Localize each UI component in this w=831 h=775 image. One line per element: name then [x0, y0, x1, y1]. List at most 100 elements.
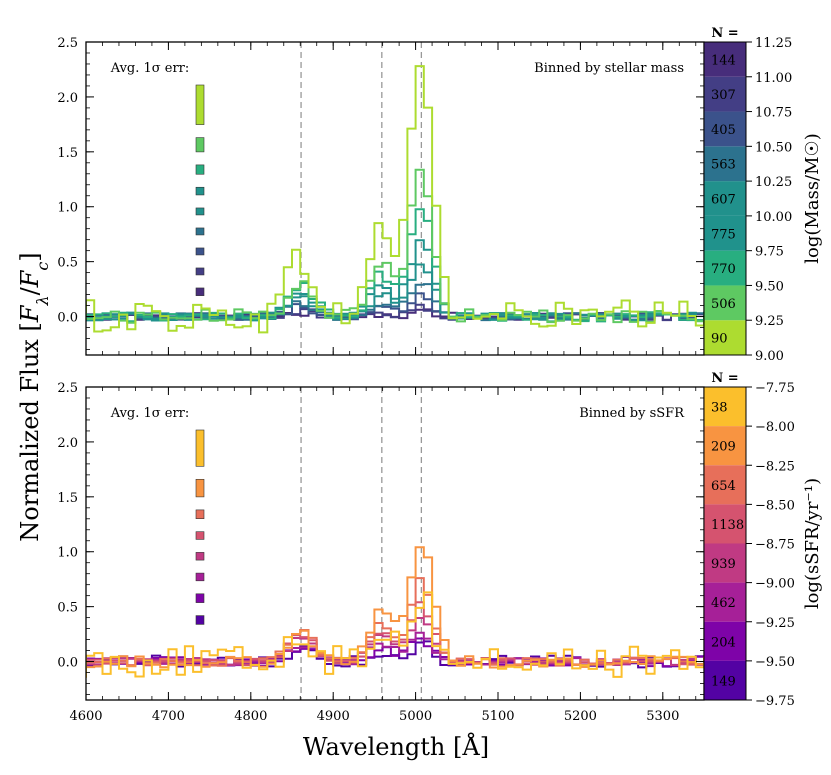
error-bar-506	[195, 137, 205, 153]
colorbar-tick-label: −8.25	[755, 459, 795, 474]
x-axis-label: Wavelength [Å]	[303, 732, 489, 761]
colorbar-count: 149	[711, 674, 736, 689]
colorbar-tick-label: 10.00	[755, 210, 792, 225]
colorbar-count: 204	[711, 635, 736, 650]
y-axis-label: Normalized Flux [Fλ/Fc]	[16, 252, 52, 541]
spectrum-series-90	[86, 65, 704, 334]
colorbar-count: 654	[711, 479, 736, 494]
x-tick-label: 5100	[481, 709, 514, 724]
colorbar-tick-label: −9.25	[755, 616, 795, 631]
colorbar-tick-label: 11.00	[755, 71, 792, 86]
error-bar-90	[195, 84, 205, 125]
error-bar-204	[195, 593, 205, 603]
x-tick-label: 5000	[399, 709, 432, 724]
colorbar-segment-607	[704, 181, 746, 216]
panel-title: Binned by stellar mass	[534, 61, 684, 76]
colorbar-segment-462	[704, 582, 746, 622]
spectra-group	[86, 65, 704, 334]
y-tick-label: 1.5	[57, 146, 78, 161]
spectrum-series-506	[86, 168, 704, 324]
colorbar-count: 144	[711, 53, 736, 68]
colorbar-count: 563	[711, 158, 736, 173]
colorbar-count: 38	[711, 401, 728, 416]
colorbar-segment-209	[704, 426, 746, 466]
colorbar-count: 209	[711, 440, 736, 455]
colorbar-tick-label: −9.50	[755, 655, 795, 670]
colorbar-count: 1138	[711, 518, 744, 533]
y-tick-label: 2.0	[57, 91, 78, 106]
colorbar-segment-1138	[704, 504, 746, 544]
y-tick-label: 2.5	[57, 381, 78, 396]
colorbar-tick-label: 10.50	[755, 140, 792, 155]
colorbar-segment-144	[704, 42, 746, 77]
colorbar-label: log(Mass/M☉)	[802, 133, 823, 263]
y-tick-label: 0.0	[57, 311, 78, 326]
spectra-group	[86, 546, 704, 678]
y-tick-label: 0.5	[57, 601, 78, 616]
error-bar-1138	[195, 531, 205, 540]
colorbar-segment-204	[704, 621, 746, 661]
colorbar-label: log(sSFR/yr⁻¹)	[802, 478, 823, 609]
colorbar-count: 506	[711, 297, 736, 312]
colorbar-tick-label: 11.25	[755, 36, 792, 51]
colorbar-count: 607	[711, 193, 736, 208]
colorbar-segment-770	[704, 250, 746, 286]
error-bar-607	[195, 207, 205, 216]
y-tick-label: 0.0	[57, 656, 78, 671]
panel-ssfr: Avg. 1σ err: Binned by sSFR 0.0 0.5 1.0 1.5 2.…	[57, 371, 823, 724]
x-tick-label: 4600	[69, 709, 102, 724]
colorbar-header: N =	[711, 26, 738, 41]
colorbar-count: 770	[711, 262, 736, 277]
colorbar-count: 90	[711, 332, 728, 347]
y-tick-label: 2.5	[57, 36, 78, 51]
colorbar-tick-label: 9.50	[755, 279, 784, 294]
x-tick-label: 5200	[564, 709, 597, 724]
colorbar-segment-654	[704, 465, 746, 505]
x-tick-label: 4700	[152, 709, 185, 724]
error-bar-209	[195, 478, 205, 498]
error-label: Avg. 1σ err:	[110, 406, 190, 421]
spectrum-series-38	[86, 591, 704, 678]
colorbar-tick-label: −8.50	[755, 498, 795, 513]
colorbar-count: 307	[711, 88, 736, 103]
colorbar-segment-405	[704, 111, 746, 147]
x-tick-label: 4800	[234, 709, 267, 724]
error-bar-144	[195, 287, 205, 296]
y-tick-label: 1.0	[57, 201, 78, 216]
colorbar-header: N =	[711, 371, 738, 386]
colorbar-segment-563	[704, 146, 746, 182]
colorbar-tick-label: −8.75	[755, 538, 795, 553]
x-tick-label: 4900	[317, 709, 350, 724]
error-bar-770	[195, 164, 205, 175]
error-bar-307	[195, 267, 205, 276]
error-bar-654	[195, 509, 205, 519]
error-bar-149	[195, 615, 205, 625]
axes-frame	[85, 386, 705, 701]
error-bar-38	[195, 429, 205, 467]
colorbar-segment-38	[704, 387, 746, 427]
x-tick-label: 5300	[646, 709, 679, 724]
error-bar-563	[195, 227, 205, 236]
y-tick-label: 0.5	[57, 256, 78, 271]
colorbar-segment-775	[704, 215, 746, 251]
colorbar-tick-label: −9.00	[755, 577, 795, 592]
colorbar-count: 462	[711, 596, 736, 611]
y-tick-label: 1.0	[57, 546, 78, 561]
colorbar-tick-label: 10.75	[755, 106, 792, 121]
colorbar-segment-149	[704, 660, 746, 700]
colorbar-tick-label: −9.75	[755, 694, 795, 709]
colorbar-segment-506	[704, 285, 746, 321]
colorbar-tick-label: −8.00	[755, 420, 795, 435]
error-bar-405	[195, 247, 205, 256]
error-bar-462	[195, 572, 205, 582]
y-tick-label: 2.0	[57, 436, 78, 451]
colorbar-count: 405	[711, 123, 736, 138]
error-label: Avg. 1σ err:	[110, 61, 190, 76]
colorbar-tick-label: 9.25	[755, 314, 784, 329]
colorbar-frame	[703, 41, 747, 356]
error-bar-939	[195, 552, 205, 561]
panel-stellar-mass: Avg. 1σ err: Binned by stellar mass 0.0 0.5…	[57, 26, 823, 364]
colorbar-tick-label: 9.00	[755, 349, 784, 364]
colorbar-segment-90	[704, 320, 746, 355]
